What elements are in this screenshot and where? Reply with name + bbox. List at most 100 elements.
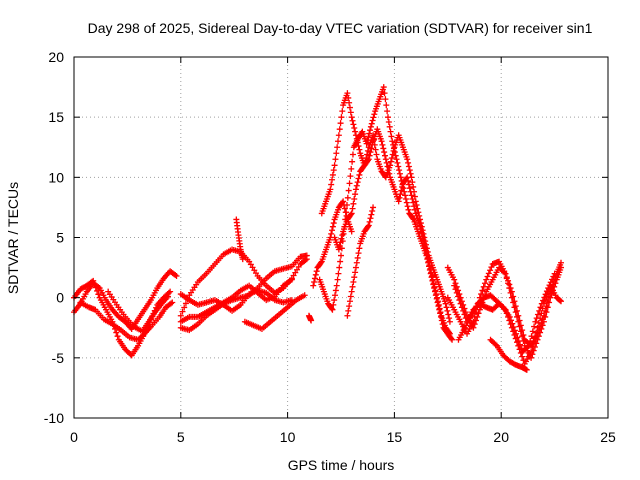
data-point [523, 366, 530, 373]
data-point [385, 167, 392, 174]
data-point [423, 251, 430, 258]
data-point [410, 199, 417, 206]
data-point [529, 328, 536, 335]
data-point [373, 151, 380, 158]
y-tick-label: 10 [48, 169, 64, 185]
data-point [347, 211, 354, 218]
series-track-4 [105, 288, 171, 335]
data-point [354, 179, 361, 186]
data-point [430, 280, 437, 287]
data-point [165, 289, 172, 296]
data-point [329, 306, 336, 313]
data-point [517, 322, 524, 329]
data-point [511, 304, 518, 311]
data-point [417, 226, 424, 233]
data-point [181, 304, 188, 311]
data-point [172, 272, 179, 279]
data-point [514, 313, 521, 320]
data-point [301, 292, 308, 299]
data-point [516, 341, 523, 348]
data-point [461, 311, 468, 318]
data-point [336, 264, 343, 271]
data-point [346, 99, 353, 106]
data-point [541, 294, 548, 301]
data-point [514, 307, 521, 314]
data-point [536, 307, 543, 314]
data-point [508, 294, 515, 301]
y-tick-label: 20 [48, 49, 64, 65]
data-point [551, 270, 558, 277]
data-point [524, 344, 531, 351]
series-track-11 [305, 312, 315, 324]
data-point [516, 317, 523, 324]
data-point [342, 209, 349, 216]
data-point [540, 318, 547, 325]
data-point [334, 144, 341, 151]
data-point [471, 313, 478, 320]
data-point [338, 114, 345, 121]
data-point [390, 147, 397, 154]
data-point [426, 262, 433, 269]
data-point [513, 330, 520, 337]
data-point [344, 90, 351, 97]
data-point [370, 114, 377, 121]
data-point [370, 204, 377, 211]
y-axis-label: SDTVAR / TECUs [5, 182, 21, 294]
data-point [460, 307, 467, 314]
data-point [346, 298, 353, 305]
data-point [332, 287, 339, 294]
data-point [542, 313, 549, 320]
data-point [487, 267, 494, 274]
data-point [349, 117, 356, 124]
data-point [427, 265, 434, 272]
data-point [364, 223, 371, 230]
data-point [308, 317, 315, 324]
data-point [395, 198, 402, 205]
data-point [422, 244, 429, 251]
data-point [365, 133, 372, 140]
data-point [346, 104, 353, 111]
data-point [423, 247, 430, 254]
data-point [533, 329, 540, 336]
data-point [405, 206, 412, 213]
data-point [409, 195, 416, 202]
data-point [424, 254, 431, 261]
data-point [443, 304, 450, 311]
data-point [517, 328, 524, 335]
y-tick-label: 0 [56, 290, 64, 306]
data-point [429, 276, 436, 283]
data-point [345, 187, 352, 194]
data-point [514, 334, 521, 341]
data-point [550, 273, 557, 280]
data-point [402, 195, 409, 202]
data-point [388, 155, 395, 162]
data-point [311, 279, 318, 286]
data-point [366, 218, 373, 225]
data-point [351, 195, 358, 202]
data-point [312, 271, 319, 278]
data-point [535, 319, 542, 326]
data-point [549, 276, 556, 283]
data-point [288, 276, 295, 283]
data-point [348, 165, 355, 172]
data-point [332, 292, 339, 299]
data-point [402, 192, 409, 199]
data-point [407, 170, 414, 177]
data-point [90, 277, 97, 284]
data-point [347, 109, 354, 116]
series-track-16 [344, 204, 377, 319]
data-point [543, 288, 550, 295]
data-point [367, 149, 374, 156]
data-point [169, 299, 176, 306]
data-point [382, 156, 389, 163]
x-tick-label: 20 [493, 429, 509, 445]
data-point [545, 285, 552, 292]
data-point [337, 239, 344, 246]
data-point [344, 194, 351, 201]
data-point [421, 240, 428, 247]
data-point [346, 180, 353, 187]
data-point [381, 90, 388, 97]
data-point [368, 120, 375, 127]
data-point [488, 264, 495, 271]
